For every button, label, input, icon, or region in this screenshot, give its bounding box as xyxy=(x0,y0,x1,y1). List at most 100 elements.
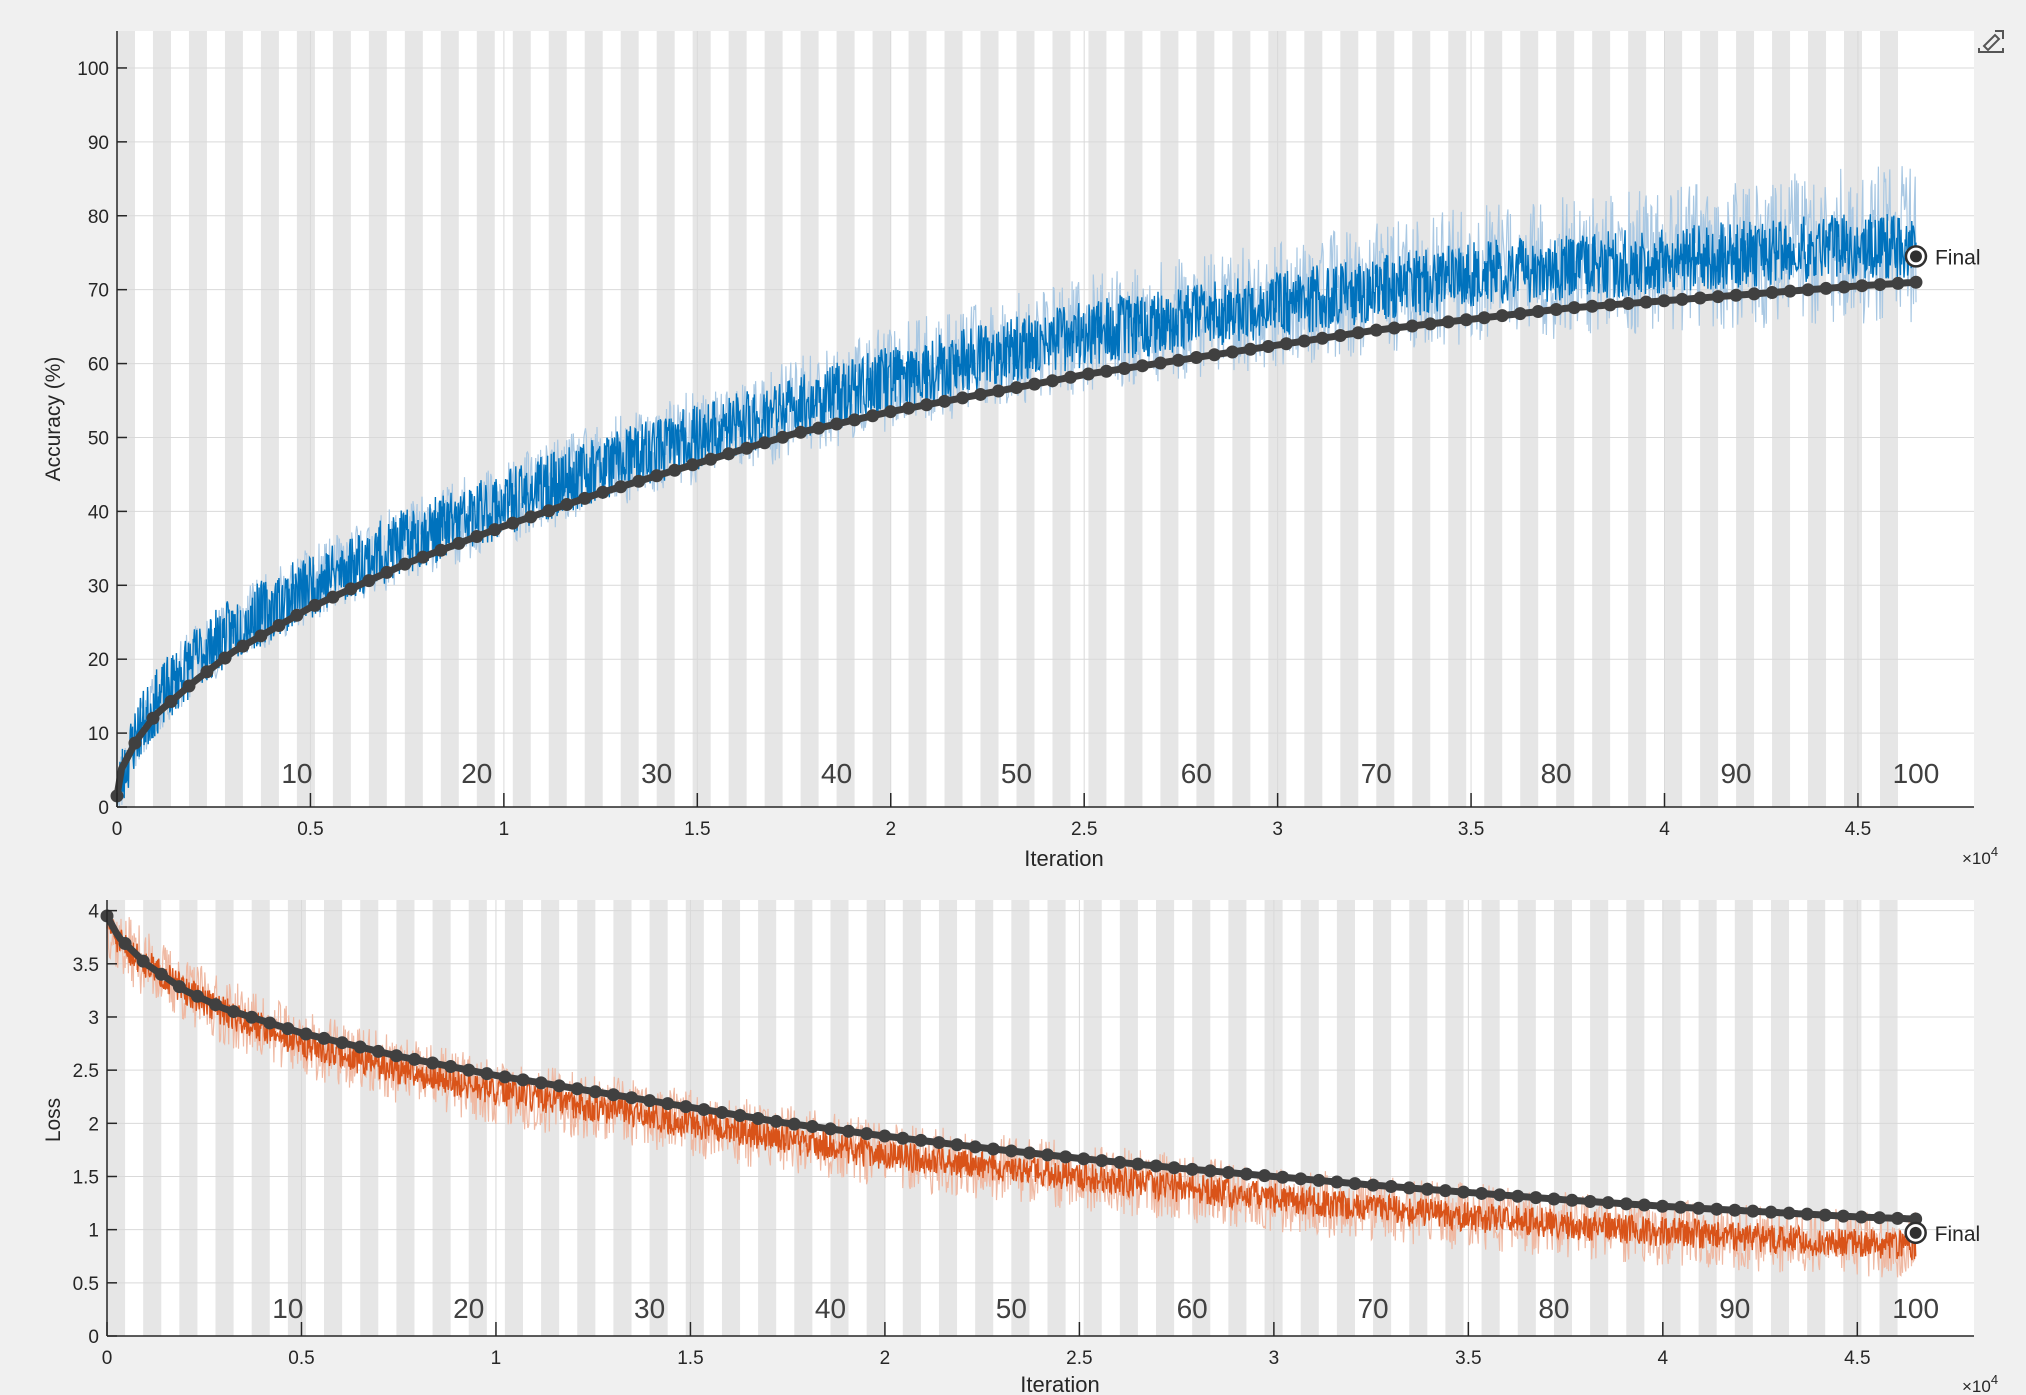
smoothed-point xyxy=(1728,1203,1742,1217)
epoch-band xyxy=(360,900,379,1336)
smoothed-point xyxy=(353,1040,367,1054)
smoothed-point xyxy=(1909,275,1923,289)
smoothed-point xyxy=(118,936,132,950)
epoch-band xyxy=(1517,900,1536,1336)
epoch-band xyxy=(396,900,415,1336)
epoch-band xyxy=(1736,31,1755,807)
smoothed-point xyxy=(1583,1194,1597,1208)
accuracy-plot[interactable]: Final 0 0.5 1 1.5 2 2.5 3 3.5 4 4.5 0 10 20 30 40 50 60 7… xyxy=(42,31,1998,871)
smoothed-point xyxy=(704,452,718,466)
smoothed-point xyxy=(1747,287,1761,301)
smoothed-point xyxy=(1059,1150,1073,1164)
y-tick-label: 3.5 xyxy=(73,955,99,976)
epoch-band xyxy=(324,900,343,1336)
smoothed-point xyxy=(1189,351,1203,365)
epoch-band xyxy=(1119,900,1138,1336)
smoothed-point xyxy=(1513,307,1527,321)
epoch-band xyxy=(1196,31,1215,807)
epoch-band xyxy=(296,31,315,807)
smoothed-point xyxy=(1711,290,1725,304)
smoothed-point xyxy=(1801,283,1815,297)
epoch-band xyxy=(1844,31,1862,807)
smoothed-point xyxy=(426,1056,440,1070)
smoothed-point xyxy=(896,1131,910,1145)
smoothed-point xyxy=(164,694,178,708)
epoch-label: 60 xyxy=(1181,758,1212,789)
y-tick-label: 1.5 xyxy=(73,1167,99,1188)
smoothed-point xyxy=(1279,337,1293,351)
epoch-band xyxy=(1698,900,1717,1336)
smoothed-point xyxy=(218,651,232,665)
smoothed-point xyxy=(1872,1211,1886,1225)
epoch-band xyxy=(468,900,487,1336)
x-tick-label: 2 xyxy=(880,1348,891,1369)
epoch-band xyxy=(1628,31,1647,807)
smoothed-point xyxy=(776,430,790,444)
export-axes-button[interactable] xyxy=(1975,26,2009,56)
smoothed-point xyxy=(1655,1199,1669,1213)
epoch-band xyxy=(512,31,531,807)
smoothed-point xyxy=(596,485,610,499)
smoothed-point xyxy=(991,384,1005,398)
epoch-band xyxy=(215,900,234,1336)
x-tick-label: 0 xyxy=(102,1348,113,1369)
epoch-band xyxy=(1016,31,1035,807)
smoothed-point xyxy=(488,523,502,537)
smoothed-point xyxy=(462,1063,476,1077)
smoothed-point xyxy=(172,980,186,994)
smoothed-point xyxy=(434,543,448,557)
smoothed-point xyxy=(614,480,628,494)
smoothed-point xyxy=(1639,295,1653,309)
smoothed-point xyxy=(542,504,556,518)
smoothed-point xyxy=(1441,315,1455,329)
epoch-band xyxy=(866,900,885,1336)
epoch-band xyxy=(1843,900,1862,1336)
export-axes-icon xyxy=(1978,30,2004,53)
epoch-label: 30 xyxy=(641,758,672,789)
epoch-band xyxy=(1124,31,1143,807)
y-tick-label: 80 xyxy=(88,207,109,228)
smoothed-point xyxy=(956,391,970,405)
smoothed-point xyxy=(534,1076,548,1090)
x-tick-label: 3.5 xyxy=(1455,1348,1481,1369)
y-tick-label: 0 xyxy=(98,798,109,819)
smoothed-point xyxy=(1585,299,1599,313)
smoothed-point xyxy=(769,1114,783,1128)
accuracy-series: Final xyxy=(110,166,1981,808)
epoch-band xyxy=(260,31,279,807)
loss-x-multiplier: ×104 xyxy=(1962,1372,1998,1395)
y-tick-label: 90 xyxy=(88,133,109,154)
x-tick-label: 1 xyxy=(499,819,510,840)
smoothed-point xyxy=(389,1049,403,1063)
epoch-band xyxy=(368,31,387,807)
smoothed-point xyxy=(1225,345,1239,359)
smoothed-point xyxy=(1891,276,1905,290)
smoothed-point xyxy=(878,1129,892,1143)
smoothed-point xyxy=(1117,362,1131,376)
smoothed-point xyxy=(1135,359,1149,373)
x-tick-label: 2 xyxy=(885,819,896,840)
loss-plot[interactable]: Final 0 0.5 1 1.5 2 2.5 3 3.5 4 4.5 0 0.5 1 1.5 2 2.5 3 3… xyxy=(42,900,1998,1395)
epoch-band xyxy=(908,31,927,807)
smoothed-point xyxy=(697,1103,711,1117)
epoch-band xyxy=(440,31,459,807)
smoothed-point xyxy=(1765,286,1779,300)
smoothed-point xyxy=(362,574,376,588)
epoch-label: 10 xyxy=(272,1293,303,1324)
smoothed-point xyxy=(1099,364,1113,378)
smoothed-point xyxy=(588,1085,602,1099)
epoch-label: 100 xyxy=(1892,1293,1939,1324)
epoch-band xyxy=(504,900,523,1336)
y-tick-label: 50 xyxy=(88,428,109,449)
x-tick-label: 4 xyxy=(1658,1348,1669,1369)
final-label: Final xyxy=(1935,246,1981,269)
smoothed-point xyxy=(480,1067,494,1081)
x-tick-label: 4.5 xyxy=(1845,819,1871,840)
smoothed-point xyxy=(1783,284,1797,298)
smoothed-point xyxy=(848,413,862,427)
smoothed-point xyxy=(1369,323,1383,337)
smoothed-point xyxy=(1529,1191,1543,1205)
smoothed-point xyxy=(1239,1167,1253,1181)
x-tick-label: 4 xyxy=(1659,819,1670,840)
epoch-band xyxy=(152,31,171,807)
